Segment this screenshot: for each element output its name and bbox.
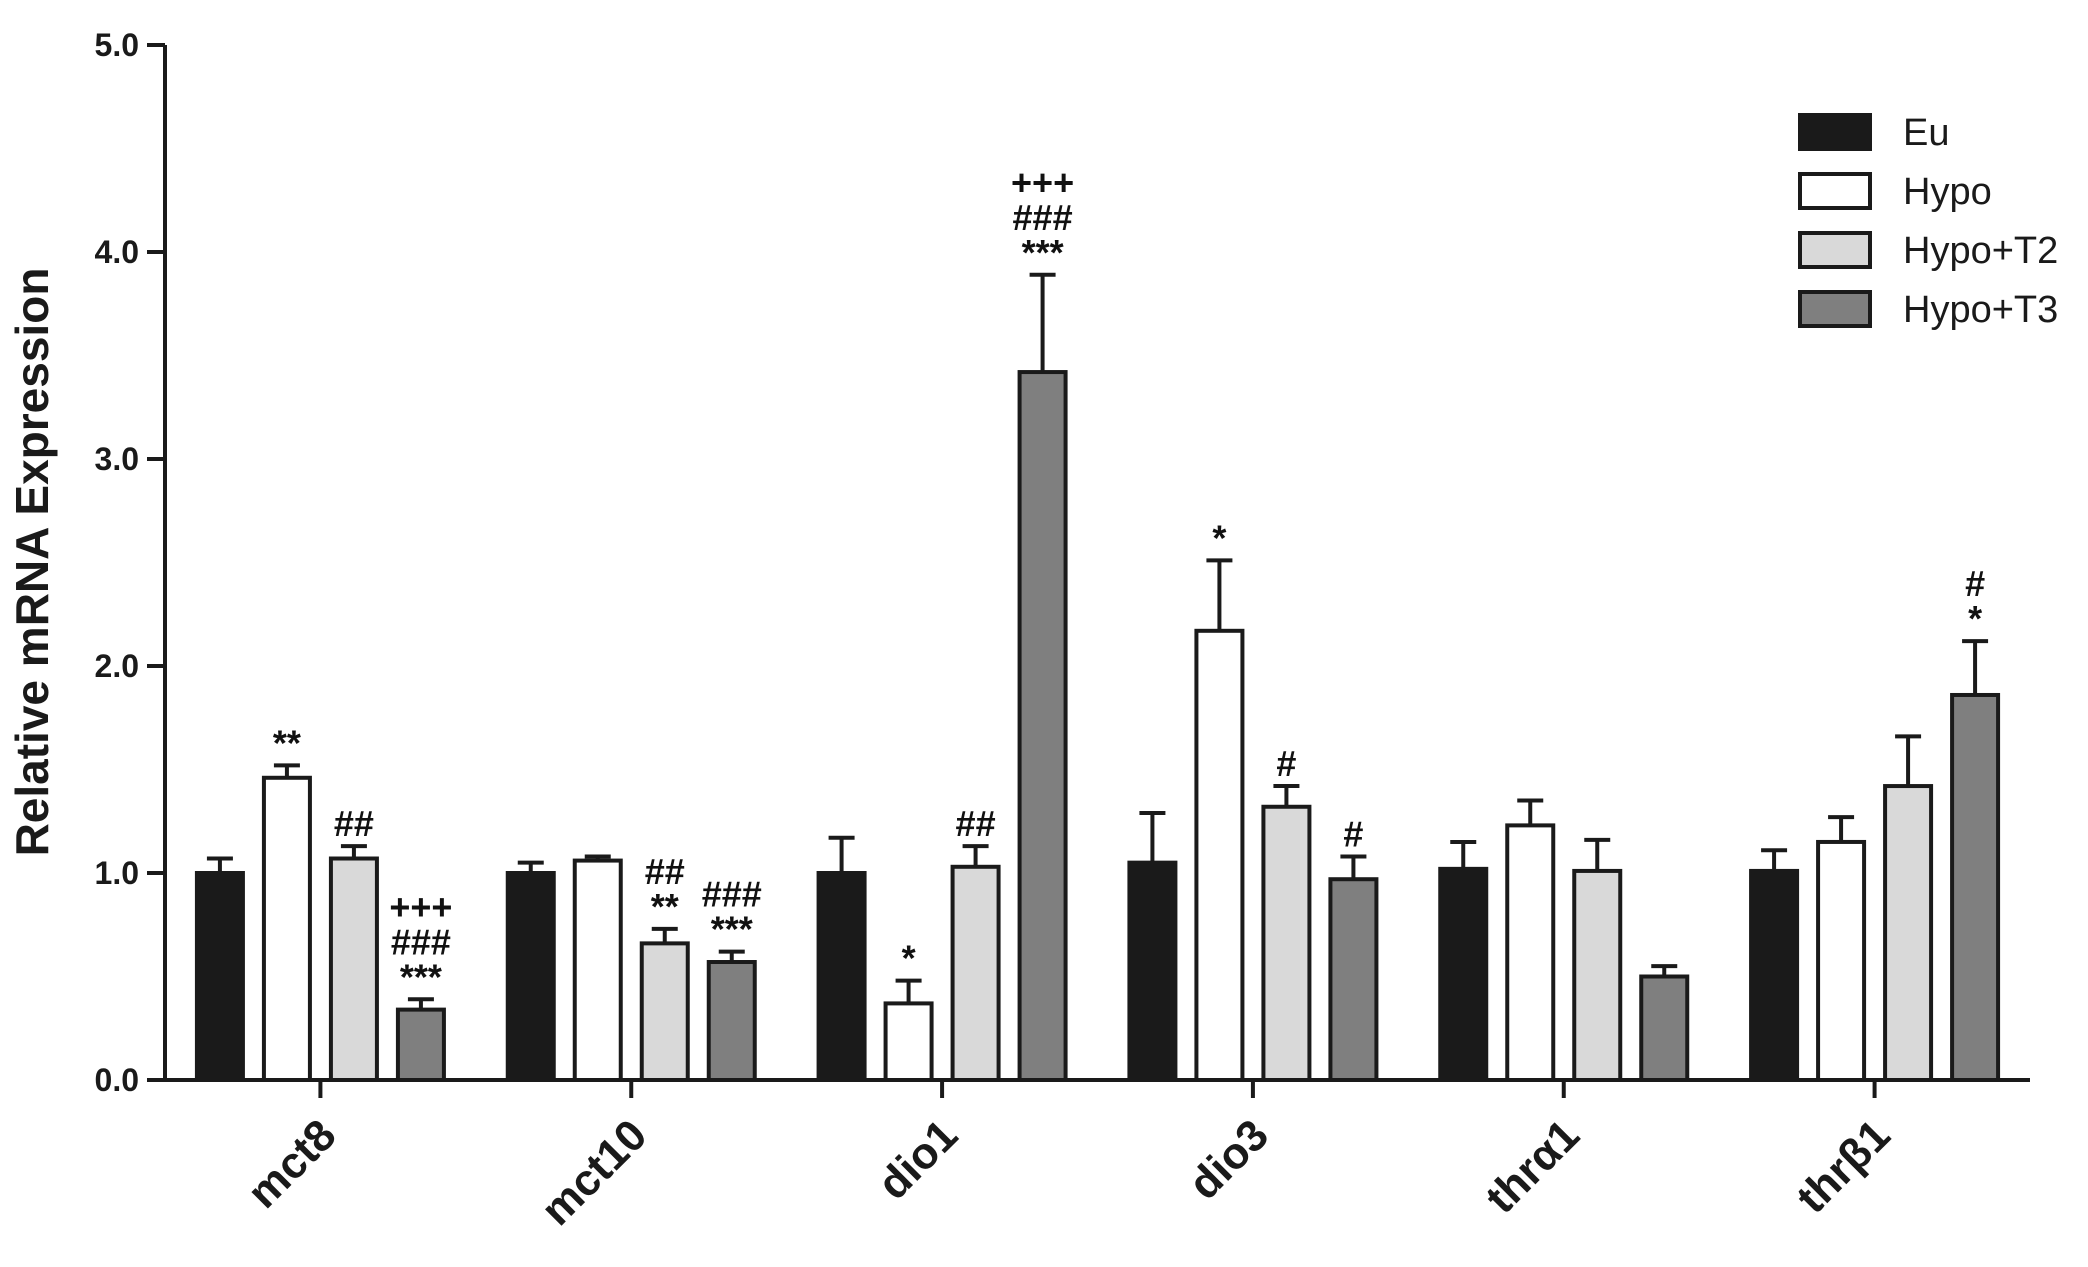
bar-hypo-t2-2 (950, 864, 1001, 1082)
category-label-1: mct10 (532, 1110, 657, 1235)
significance-label: * (902, 938, 916, 979)
legend: Eu Hypo Hypo+T2 Hypo+T3 (1798, 112, 2058, 331)
legend-swatch-2 (1798, 231, 1872, 269)
significance-label: ## (956, 803, 996, 844)
bar-hypo-t2-4 (1572, 868, 1623, 1082)
category-labels: mct8 mct10 dio1 dio3 thrα1 thrβ1 (238, 1110, 1899, 1235)
significance-label: *** (400, 956, 442, 997)
y-tick-label: 3.0 (95, 441, 139, 477)
significance-label: * (1968, 598, 1982, 639)
significance-label: ## (334, 803, 374, 844)
bar-hypo-0 (261, 775, 312, 1083)
bar-hypo-t3-1 (706, 960, 757, 1083)
significance-label: # (1965, 563, 1985, 604)
bar-hypo-1 (572, 858, 623, 1083)
significance-label: ** (651, 886, 679, 927)
legend-label-2: Hypo+T2 (1903, 230, 2058, 272)
legend-swatch-1 (1798, 172, 1872, 210)
axes: 0.0 1.0 2.0 3.0 4.0 5.0 (95, 27, 2030, 1098)
bar-hypo-t2-1 (639, 941, 690, 1082)
category-label-4: thrα1 (1476, 1110, 1589, 1223)
bar-eu-4 (1438, 866, 1489, 1082)
significance-label: # (1343, 813, 1363, 854)
legend-swatch-0 (1798, 113, 1872, 151)
bar-hypo-t3-4 (1639, 974, 1690, 1082)
significance-label: *** (1022, 232, 1064, 273)
bar-eu-3 (1127, 860, 1178, 1083)
bar-hypo-t3-3 (1328, 877, 1379, 1083)
bar-hypo-5 (1816, 839, 1867, 1083)
legend-label-1: Hypo (1903, 171, 1992, 213)
y-tick-label: 1.0 (95, 855, 139, 891)
bar-hypo-4 (1505, 823, 1556, 1083)
category-label-2: dio1 (869, 1110, 968, 1209)
legend-label-0: Eu (1903, 112, 1949, 154)
significance-label: ## (645, 851, 685, 892)
significance-label: +++ (1011, 162, 1074, 203)
significance-label: +++ (389, 886, 452, 927)
bar-hypo-t3-2 (1017, 370, 1068, 1082)
bar-eu-5 (1749, 868, 1800, 1082)
y-tick-label: 0.0 (95, 1062, 139, 1098)
bar-eu-1 (505, 871, 556, 1082)
bar-hypo-t2-0 (328, 856, 379, 1083)
bar-eu-2 (816, 871, 867, 1082)
significance-label: * (1212, 517, 1226, 558)
legend-label-3: Hypo+T3 (1903, 289, 2058, 331)
significance-label: # (1276, 743, 1296, 784)
category-label-3: dio3 (1179, 1110, 1278, 1209)
bar-hypo-t3-5 (1950, 692, 2001, 1082)
bar-hypo-t2-5 (1883, 784, 1934, 1082)
legend-swatch-3 (1798, 290, 1872, 328)
significance-label: *** (711, 909, 753, 950)
bar-hypo-3 (1194, 628, 1245, 1082)
bar-eu-0 (194, 871, 245, 1082)
y-axis-title: Relative mRNA Expression (6, 268, 58, 857)
bars: **##+++###***##** ###****##+++###****###* (194, 162, 2001, 1083)
significance-label: ** (273, 722, 301, 763)
y-tick-label: 5.0 (95, 27, 139, 63)
category-label-5: thrβ1 (1787, 1110, 1899, 1222)
significance-label: ### (391, 921, 451, 962)
category-label-0: mct8 (238, 1110, 345, 1217)
bar-hypo-t2-3 (1261, 804, 1312, 1082)
bar-hypo-2 (883, 1001, 934, 1082)
y-tick-label: 4.0 (95, 234, 139, 270)
y-tick-label: 2.0 (95, 648, 139, 684)
significance-label: ### (702, 874, 762, 915)
significance-label: ### (1013, 197, 1073, 238)
bar-hypo-t3-0 (395, 1007, 446, 1082)
